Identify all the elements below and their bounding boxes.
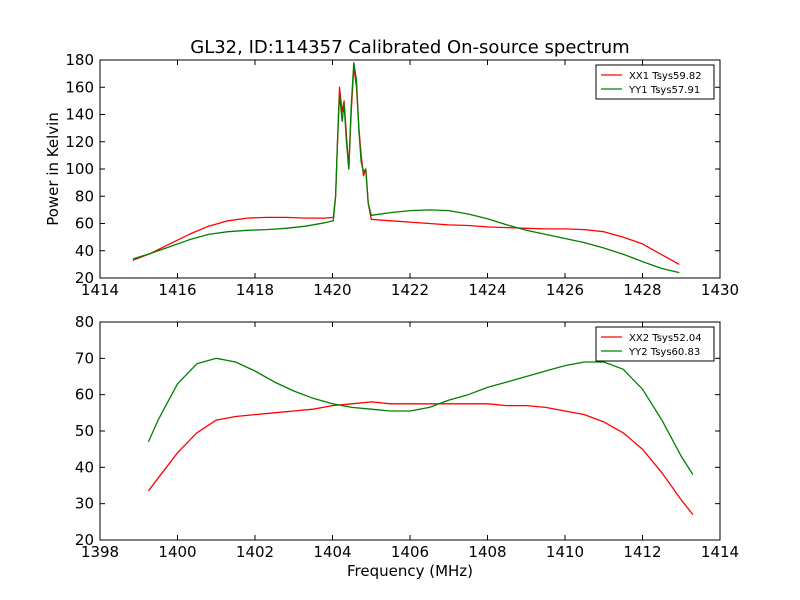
top-panel-legend: XX1 Tsys59.82 YY1 Tsys57.91 — [595, 64, 715, 100]
y-tick-label: 50 — [75, 422, 94, 440]
x-tick-label: 1418 — [236, 281, 274, 299]
top-panel-frame — [99, 59, 721, 279]
x-tick-label: 1424 — [468, 281, 506, 299]
y-tick-label: 80 — [75, 313, 94, 331]
x-tick-label: 1400 — [158, 543, 196, 561]
y-tick-label: 160 — [65, 78, 94, 96]
top-legend-label-2: YY1 Tsys57.91 — [628, 85, 700, 96]
x-tick-label: 1426 — [546, 281, 584, 299]
x-tick-label: 1410 — [546, 543, 584, 561]
figure-title: GL32, ID:114357 Calibrated On-source spe… — [190, 37, 629, 58]
bottom-panel-ticks: 1398 1400 1402 1404 1406 1408 1410 1412 1414 20 30… — [75, 313, 739, 561]
top-series-line-2 — [132, 62, 680, 274]
y-axis-label: Power in Kelvin — [44, 112, 62, 226]
y-tick-label: 60 — [75, 215, 94, 233]
bottom-panel-series — [147, 357, 694, 516]
x-tick-label: 1416 — [158, 281, 196, 299]
x-tick-label: 1412 — [623, 543, 661, 561]
bottom-panel-frame — [99, 321, 721, 541]
x-tick-label: 1430 — [701, 281, 739, 299]
bottom-legend-label-2: YY2 Tsys60.83 — [628, 347, 700, 358]
bottom-panel: 1398 1400 1402 1404 1406 1408 1410 1412 1414 20 30… — [75, 313, 739, 561]
bottom-series-line-1 — [147, 401, 694, 516]
y-tick-label: 180 — [65, 51, 94, 69]
y-tick-label: 100 — [65, 160, 94, 178]
bottom-legend-box — [595, 326, 715, 362]
y-tick-label: 70 — [75, 349, 94, 367]
bottom-legend-label-1: XX2 Tsys52.04 — [629, 333, 702, 344]
y-tick-label: 20 — [75, 531, 94, 549]
top-legend-label-1: XX1 Tsys59.82 — [629, 71, 702, 82]
x-tick-label: 1408 — [468, 543, 506, 561]
top-legend-box — [595, 64, 715, 100]
x-tick-label: 1398 — [81, 543, 119, 561]
y-tick-label: 30 — [75, 495, 94, 513]
top-panel: 1414 1416 1418 1420 1422 1424 1426 1428 1430 20 40… — [65, 51, 739, 299]
top-panel-series — [132, 62, 680, 274]
y-tick-label: 80 — [75, 187, 94, 205]
y-tick-label: 40 — [75, 242, 94, 260]
x-tick-label: 1428 — [623, 281, 661, 299]
x-tick-label: 1414 — [81, 281, 119, 299]
x-tick-label: 1420 — [313, 281, 351, 299]
x-tick-label: 1422 — [391, 281, 429, 299]
y-tick-label: 140 — [65, 106, 94, 124]
x-tick-label: 1406 — [391, 543, 429, 561]
y-tick-label: 20 — [75, 269, 94, 287]
x-axis-label: Frequency (MHz) — [347, 562, 473, 580]
y-tick-label: 40 — [75, 458, 94, 476]
y-tick-label: 60 — [75, 386, 94, 404]
x-tick-label: 1402 — [236, 543, 274, 561]
top-panel-ticks: 1414 1416 1418 1420 1422 1424 1426 1428 1430 20 40… — [65, 51, 739, 299]
x-tick-label: 1414 — [701, 543, 739, 561]
bottom-series-line-2 — [147, 357, 694, 475]
bottom-panel-legend: XX2 Tsys52.04 YY2 Tsys60.83 — [595, 326, 715, 362]
y-tick-label: 120 — [65, 133, 94, 151]
x-tick-label: 1404 — [313, 543, 351, 561]
